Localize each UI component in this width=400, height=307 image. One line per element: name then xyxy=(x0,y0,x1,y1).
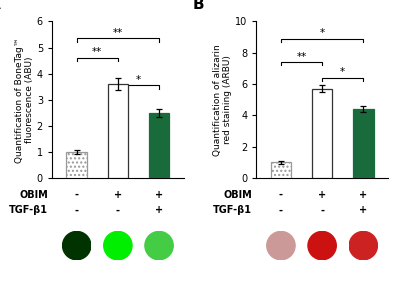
Bar xyxy=(66,152,87,178)
Text: OBIM: OBIM xyxy=(19,190,48,200)
Circle shape xyxy=(145,231,173,260)
Y-axis label: Quantification of BoneTag™
fluorescence (ABU): Quantification of BoneTag™ fluorescence … xyxy=(14,37,34,163)
Text: -: - xyxy=(75,190,79,200)
Text: OBIM: OBIM xyxy=(224,190,252,200)
Text: -: - xyxy=(116,205,120,215)
Circle shape xyxy=(349,231,378,260)
Circle shape xyxy=(62,231,91,260)
Bar xyxy=(312,89,332,178)
Text: TGF-β1: TGF-β1 xyxy=(213,205,252,215)
Text: +: + xyxy=(114,190,122,200)
Text: *: * xyxy=(320,28,325,38)
Text: -: - xyxy=(75,205,79,215)
Text: TGF-β1: TGF-β1 xyxy=(9,205,48,215)
Bar xyxy=(149,113,169,178)
Bar xyxy=(108,84,128,178)
Text: +: + xyxy=(155,205,163,215)
Text: -: - xyxy=(279,190,283,200)
Text: +: + xyxy=(318,190,326,200)
Text: +: + xyxy=(359,190,367,200)
Y-axis label: Quantification of alizarin
red staining (ARBU): Quantification of alizarin red staining … xyxy=(213,44,232,156)
Text: **: ** xyxy=(92,47,102,57)
Text: +: + xyxy=(359,205,367,215)
Text: *: * xyxy=(340,67,345,77)
Text: B: B xyxy=(193,0,205,12)
Circle shape xyxy=(308,231,336,260)
Text: -: - xyxy=(279,205,283,215)
Text: -: - xyxy=(320,205,324,215)
Text: +: + xyxy=(155,190,163,200)
Text: **: ** xyxy=(296,52,307,62)
Circle shape xyxy=(104,231,132,260)
Bar xyxy=(353,109,374,178)
Circle shape xyxy=(267,231,295,260)
Text: *: * xyxy=(136,75,141,85)
Text: **: ** xyxy=(113,28,123,38)
Bar xyxy=(271,162,291,178)
